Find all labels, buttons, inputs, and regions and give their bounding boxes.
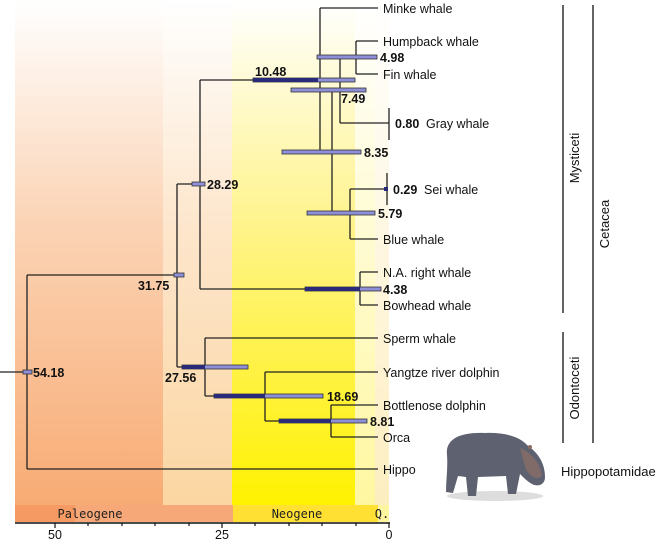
clade-label-hippopotamidae: Hippopotamidae <box>561 464 656 479</box>
node-age-label: 7.49 <box>341 92 365 106</box>
hpd-bar-0-29 <box>384 187 388 191</box>
node-age-label: 10.48 <box>255 65 286 79</box>
node-age-label: 0.29 <box>393 183 417 197</box>
node-age-label: 0.80 <box>395 117 419 131</box>
clade-label-odontoceti: Odontoceti <box>567 356 582 419</box>
leaf-label-humpback: Humpback whale <box>383 35 479 49</box>
band-oligocene <box>163 0 232 505</box>
leaf-label-bottlenose: Bottlenose dolphin <box>383 399 486 413</box>
period-paleogene-shade <box>15 505 75 522</box>
leaf-label-orca: Orca <box>383 431 410 445</box>
hpd-bar-28 <box>191 181 206 187</box>
period-quaternary <box>378 505 389 522</box>
node-age-label: 18.69 <box>327 390 358 404</box>
band-pliocene <box>355 0 375 505</box>
hpd-bar-dark <box>253 78 318 82</box>
band-quaternary <box>375 0 389 505</box>
node-age-label: 31.75 <box>138 279 169 293</box>
node-age-label: 27.56 <box>165 371 196 385</box>
node-age-label: 4.38 <box>383 283 407 297</box>
leaf-label-hippo: Hippo <box>383 463 416 477</box>
period-label-neogene: Neogene <box>272 507 323 521</box>
clade-label-mysticeti: Mysticeti <box>567 133 582 184</box>
clade-label-cetacea: Cetacea <box>597 199 612 248</box>
period-neogene <box>233 505 378 522</box>
hpd-bars <box>22 54 388 424</box>
node-age-label: 8.35 <box>364 146 388 160</box>
band-miocene <box>232 0 355 505</box>
leaf-label-bowhead: Bowhead whale <box>383 299 471 313</box>
period-label-quaternary: Q. <box>375 507 389 521</box>
band-paleogene-early <box>15 0 163 505</box>
hpd-bar-5-79 <box>306 210 376 216</box>
hpd-bar-4-98 <box>316 54 378 60</box>
hpd-bar-7-49 <box>290 87 367 93</box>
node-age-label: 28.29 <box>207 178 238 192</box>
tick-label: 0 <box>386 528 393 540</box>
leaf-label-gray: Gray whale <box>426 117 489 131</box>
period-label-paleogene: Paleogene <box>57 507 122 521</box>
node-age-label: 8.81 <box>370 415 394 429</box>
leaf-label-sei: Sei whale <box>424 183 478 197</box>
leaf-label-yangtze: Yangtze river dolphin <box>383 366 500 380</box>
leaf-label-na-right: N.A. right whale <box>383 266 471 280</box>
time-axis: 50 25 0 <box>15 522 393 540</box>
hpd-bar-dark <box>214 394 265 398</box>
node-age-label: 4.98 <box>380 51 404 65</box>
hpd-bar-31 <box>173 272 185 278</box>
tick-label: 50 <box>48 528 62 540</box>
hpd-bar-dark <box>182 365 205 369</box>
leaf-label-minke: Minke whale <box>383 2 453 16</box>
leaf-label-sperm: Sperm whale <box>383 332 456 346</box>
hippo-image <box>446 432 545 501</box>
hpd-bar-root <box>22 369 33 375</box>
hpd-bar-dark <box>305 287 360 291</box>
hpd-bar-dark <box>279 419 331 423</box>
node-age-label: 5.79 <box>378 207 402 221</box>
leaf-label-fin: Fin whale <box>383 68 437 82</box>
hpd-bar-8-35 <box>281 149 362 155</box>
node-age-label: 54.18 <box>33 366 64 380</box>
tick-label: 25 <box>215 528 229 540</box>
leaf-label-blue: Blue whale <box>383 233 444 247</box>
